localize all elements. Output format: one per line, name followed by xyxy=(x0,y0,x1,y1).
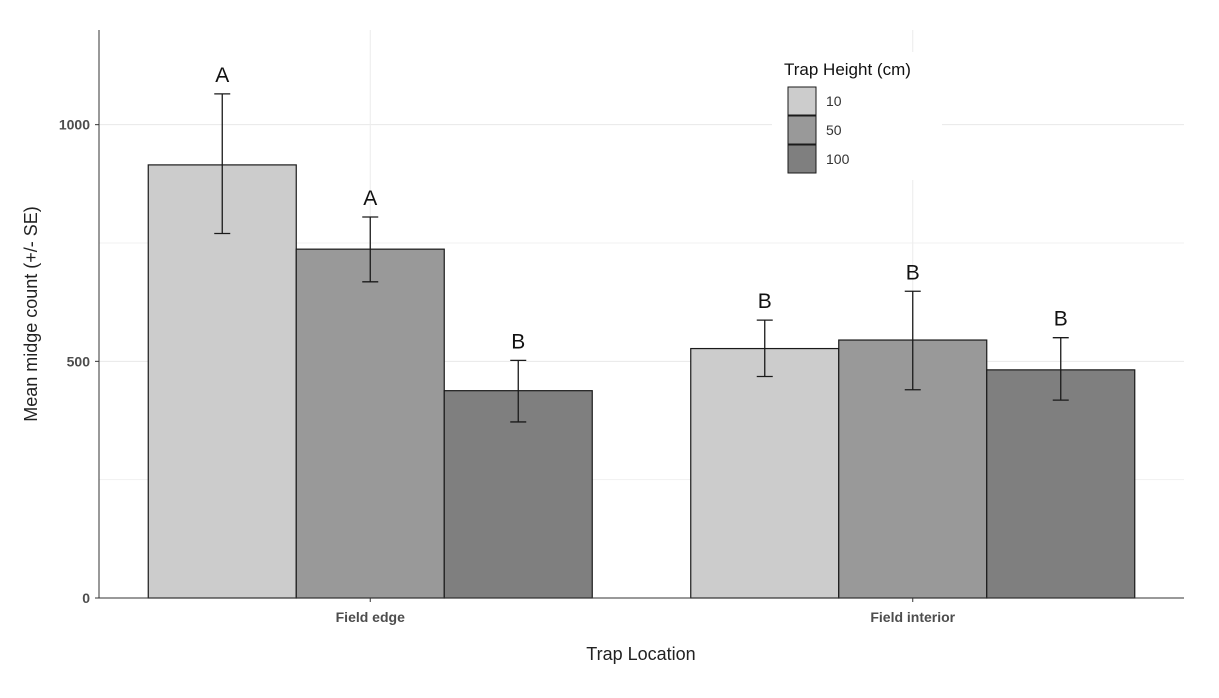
significance-label: A xyxy=(363,187,377,210)
y-tick-label: 0 xyxy=(82,590,90,606)
y-tick-label: 1000 xyxy=(59,117,90,133)
bars xyxy=(147,164,1136,599)
legend-key xyxy=(787,86,817,116)
bar xyxy=(443,390,593,599)
x-tick-label: Field interior xyxy=(870,609,955,625)
significance-label: B xyxy=(758,290,772,313)
y-ticks: 0 500 1000 xyxy=(59,117,99,606)
significance-label: A xyxy=(215,64,229,87)
significance-labels: A B A B B B xyxy=(215,64,1068,353)
legend-label: 50 xyxy=(826,122,842,138)
x-tick-label: Field edge xyxy=(336,609,405,625)
significance-label: B xyxy=(906,261,920,284)
legend-key xyxy=(787,144,817,174)
legend-title: Trap Height (cm) xyxy=(784,60,911,79)
bar xyxy=(295,248,445,599)
error-bars xyxy=(214,93,1069,423)
legend: Trap Height (cm) 10 50 100 xyxy=(772,52,942,180)
significance-label: B xyxy=(511,330,525,353)
y-tick-label: 500 xyxy=(67,353,91,369)
x-ticks: Field edge Field interior xyxy=(336,598,956,625)
x-axis-title: Trap Location xyxy=(586,644,695,664)
y-axis-title: Mean midge count (+/- SE) xyxy=(21,206,41,422)
legend-items: 10 50 100 xyxy=(787,86,850,174)
legend-key xyxy=(787,115,817,145)
bar xyxy=(690,347,840,599)
legend-label: 100 xyxy=(826,151,850,167)
significance-label: B xyxy=(1054,308,1068,331)
legend-label: 10 xyxy=(826,93,842,109)
bar xyxy=(986,369,1136,599)
